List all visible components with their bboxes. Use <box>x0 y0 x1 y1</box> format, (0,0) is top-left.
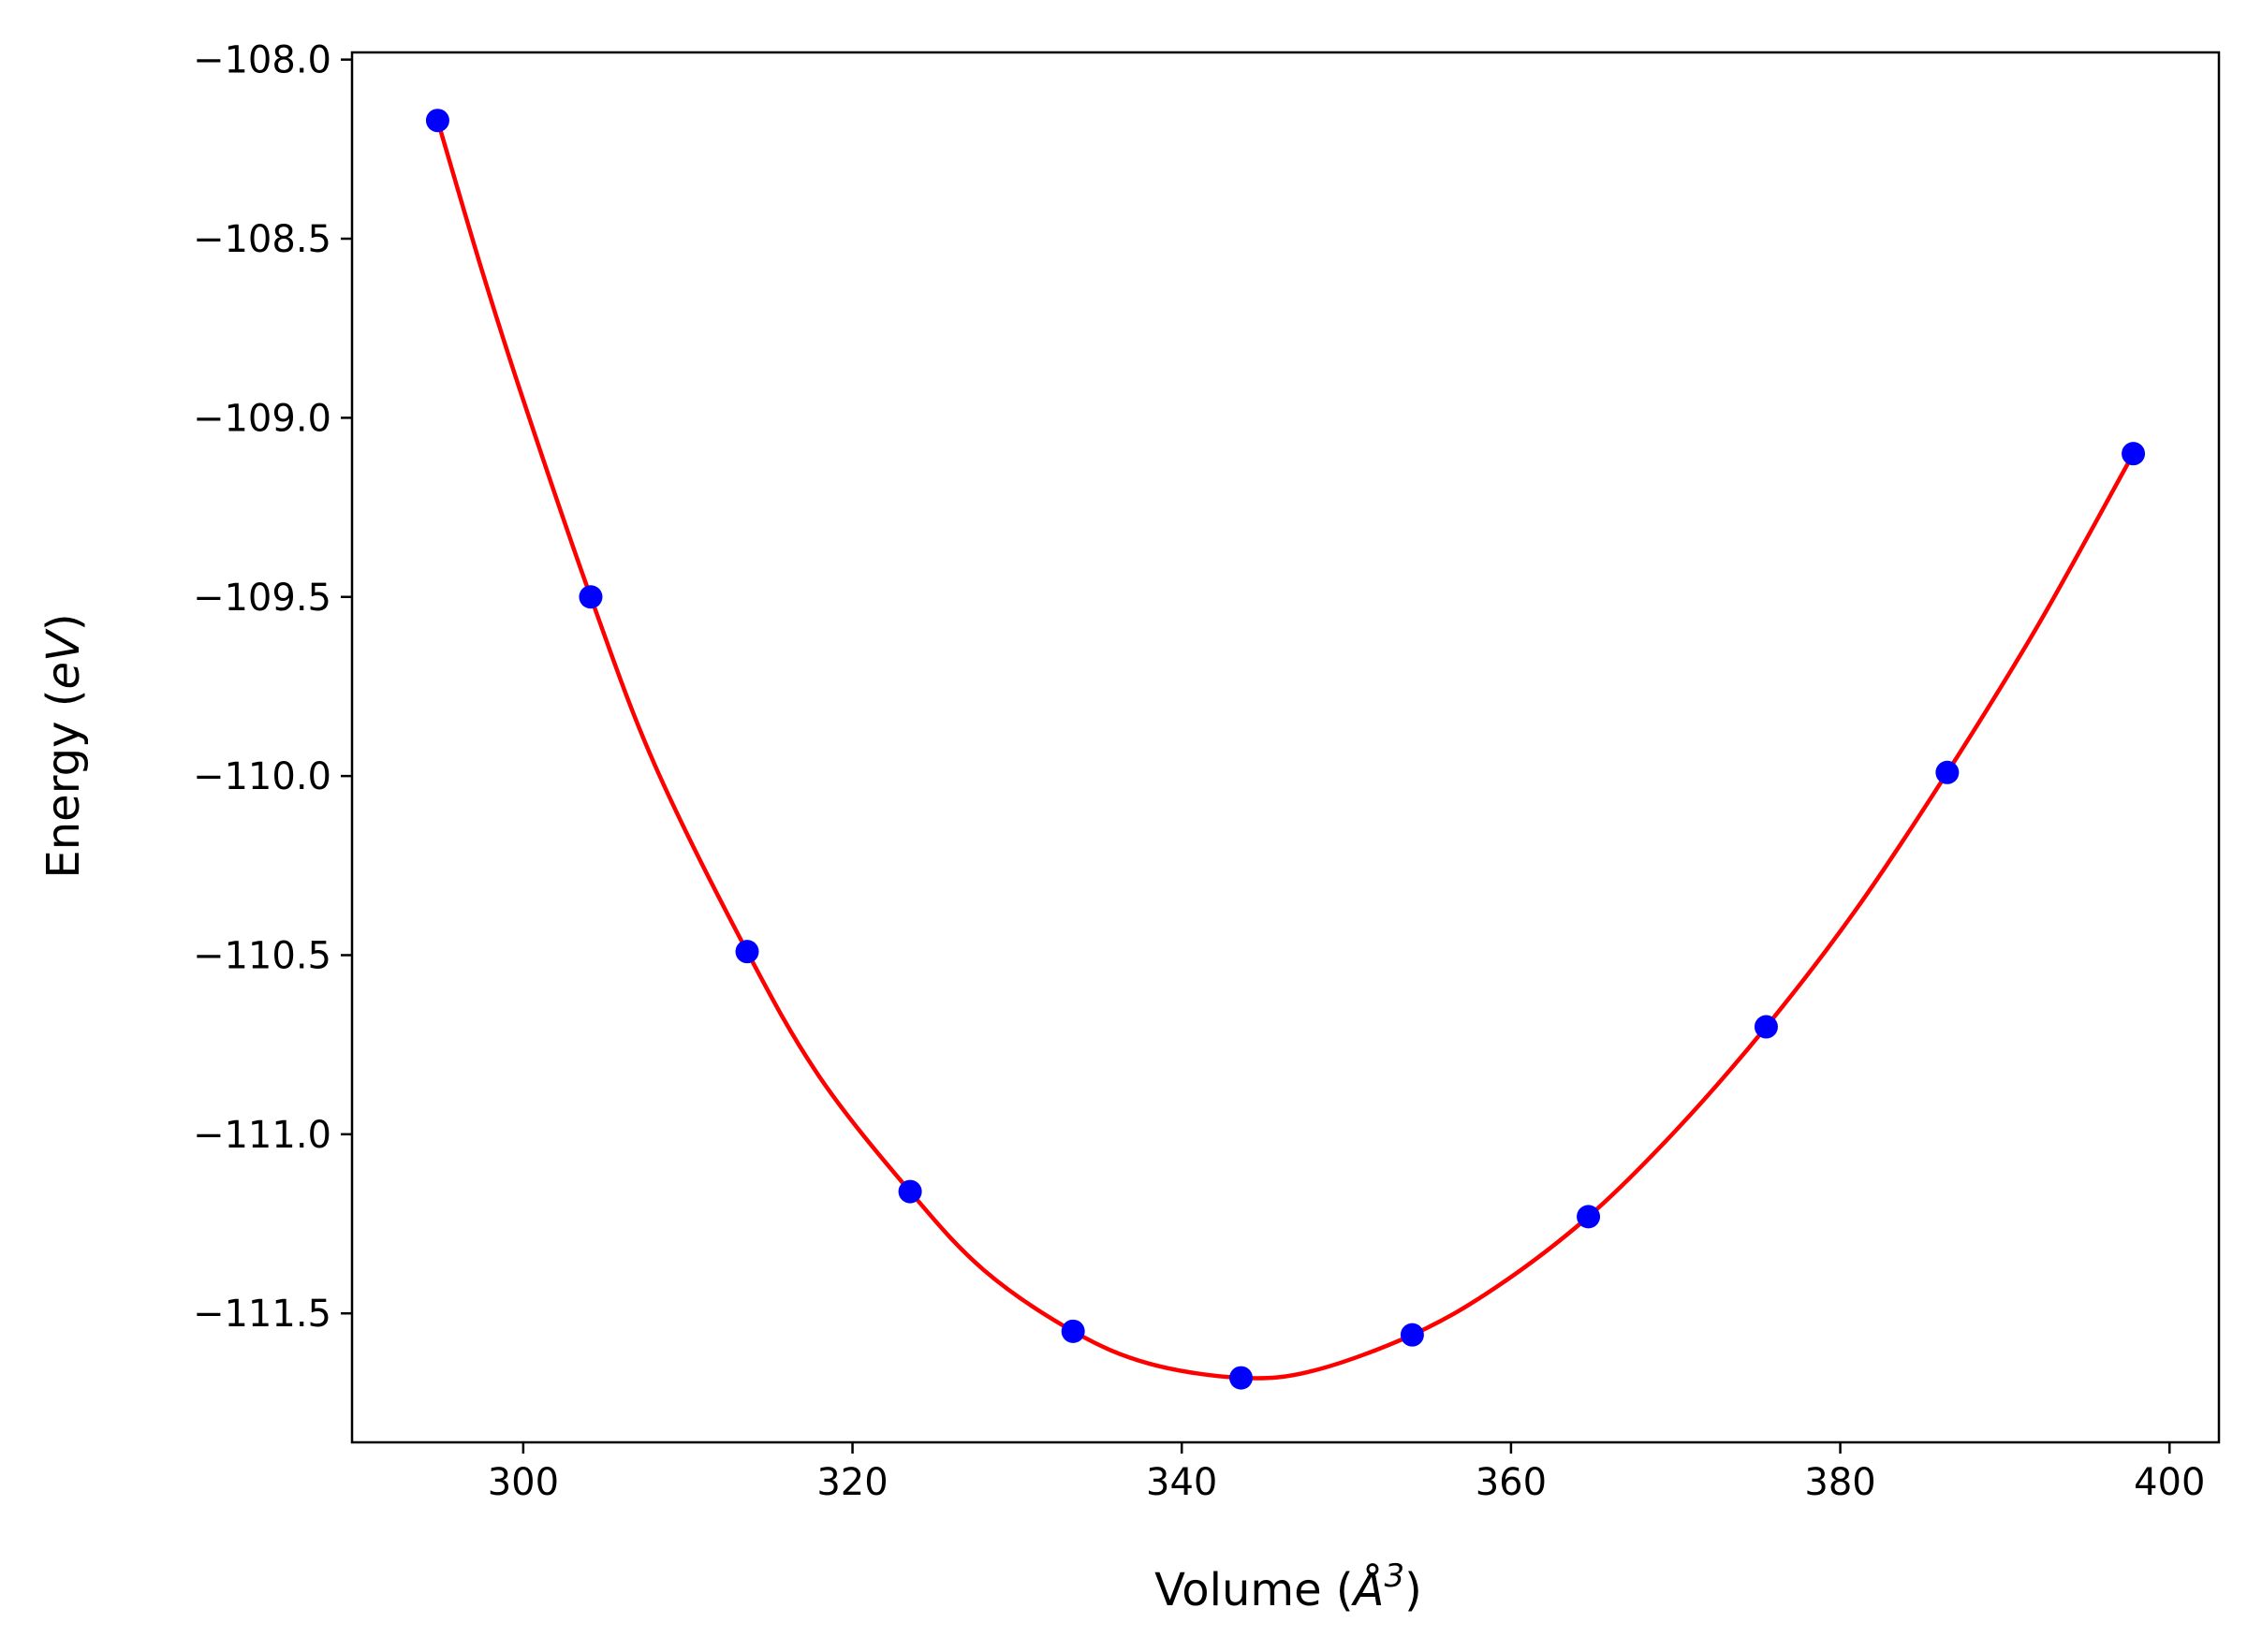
x-axis-label-symbol: Å <box>1351 1563 1385 1616</box>
x-axis-label-sup: 3 <box>1384 1557 1404 1595</box>
y-tick-label: −109.0 <box>193 397 331 440</box>
x-axis-ticks: 300 320 340 360 380 400 <box>488 1442 2205 1504</box>
plot-frame <box>350 51 2221 1444</box>
data-point <box>1229 1366 1254 1390</box>
y-tick-label: −108.0 <box>193 39 331 82</box>
y-axis-label-suffix: ) <box>37 613 90 631</box>
y-tick-label: −111.5 <box>193 1293 331 1336</box>
x-tick-label: 340 <box>1146 1461 1217 1504</box>
fit-curve-line <box>435 120 2136 1381</box>
y-axis-label-unit: eV <box>37 628 90 690</box>
y-tick-label: −110.0 <box>193 755 331 798</box>
y-axis-label-prefix: Energy ( <box>37 690 90 879</box>
data-point <box>425 109 449 133</box>
fit-curve-layer <box>435 120 2136 1381</box>
x-tick-label: 360 <box>1476 1461 1547 1504</box>
x-tick-label: 300 <box>488 1461 559 1504</box>
x-axis-label-prefix: Volume ( <box>1154 1564 1354 1616</box>
data-point <box>1577 1205 1601 1229</box>
data-point <box>898 1179 922 1204</box>
y-tick-label: −109.5 <box>193 577 331 620</box>
data-point <box>1935 760 1960 784</box>
data-point <box>579 585 603 609</box>
data-point <box>735 940 759 964</box>
y-axis-ticks: −108.0 −108.5 −109.0 −109.5 −110.0 −110.5 −111… <box>193 39 352 1336</box>
x-tick-label: 400 <box>2134 1461 2205 1504</box>
x-axis-label-suffix: ) <box>1404 1564 1422 1616</box>
y-tick-label: −110.5 <box>193 934 331 977</box>
data-point <box>1400 1323 1424 1347</box>
y-tick-label: −111.0 <box>193 1114 331 1157</box>
data-point <box>2122 442 2146 466</box>
y-axis-label: Energy (eV) <box>37 613 90 878</box>
x-axis-label: Volume (Å3) <box>1154 1557 1422 1616</box>
x-tick-label: 320 <box>816 1461 888 1504</box>
y-tick-label: −108.5 <box>193 218 331 261</box>
x-tick-label: 380 <box>1804 1461 1875 1504</box>
data-points-layer <box>425 109 2146 1390</box>
data-point <box>1754 1015 1778 1039</box>
data-point <box>1061 1319 1085 1343</box>
